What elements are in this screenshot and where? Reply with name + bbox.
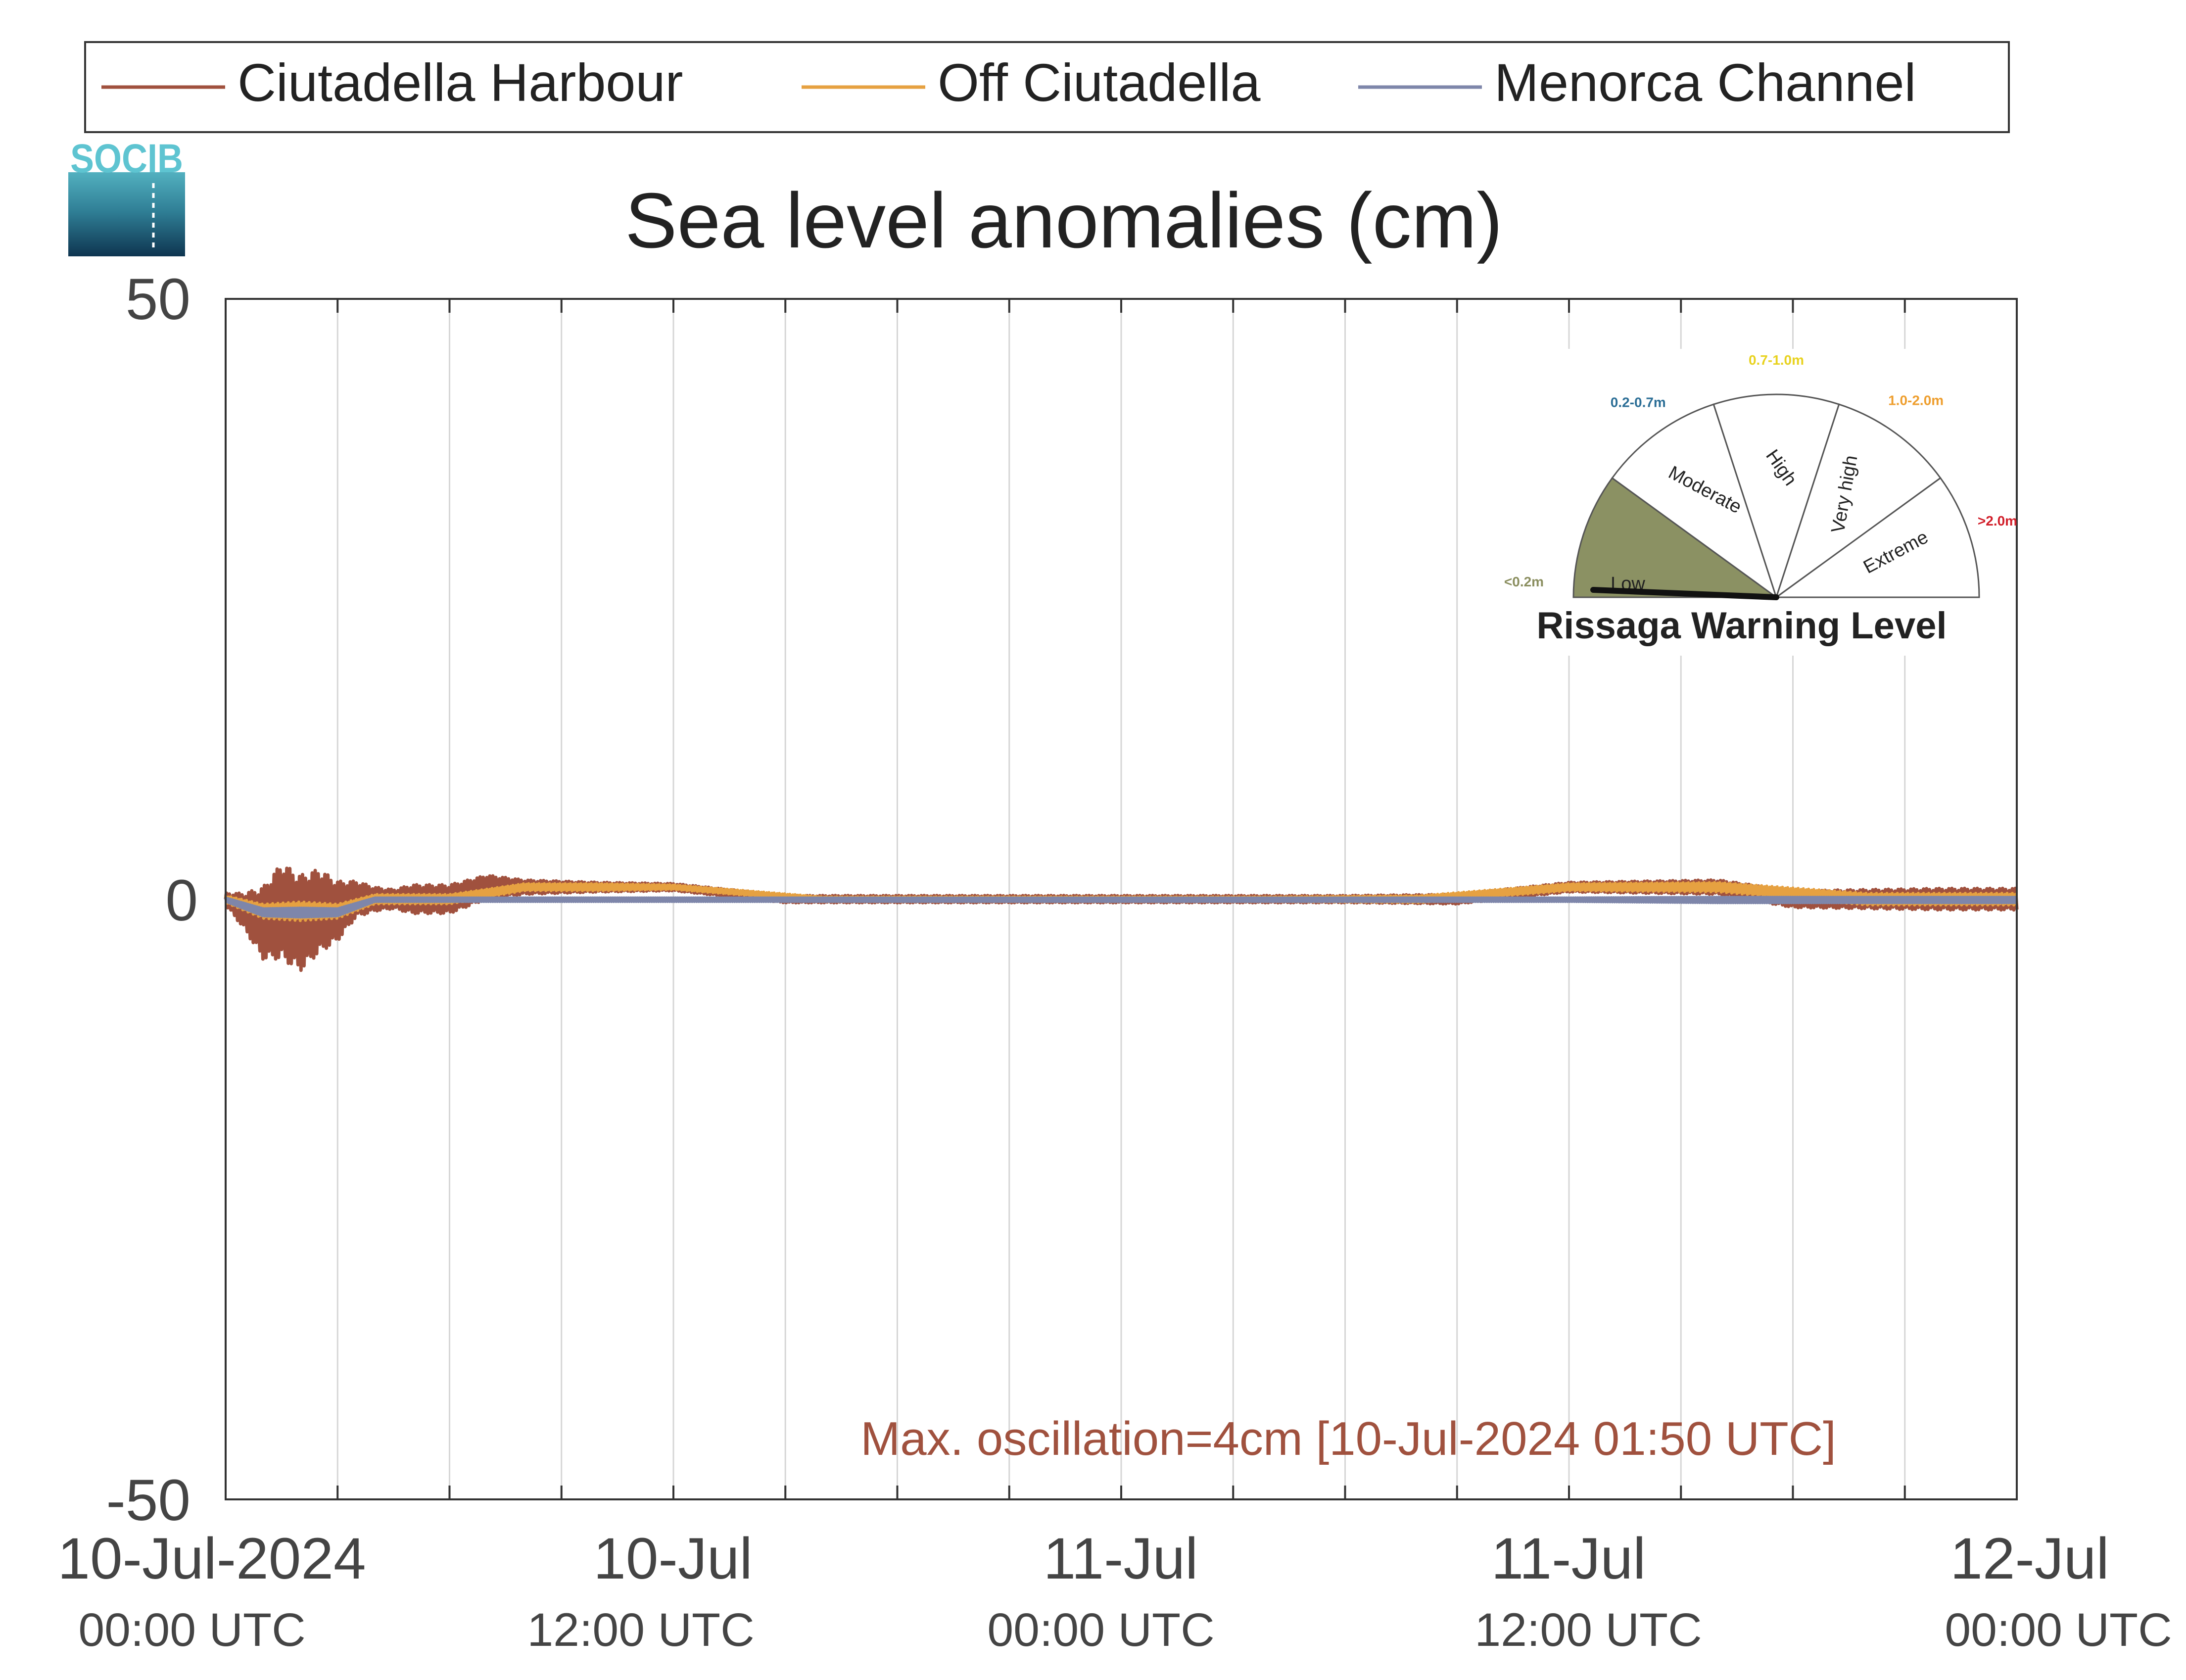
gauge-range-label: <0.2m [1504,574,1544,589]
gauge-range-label: 1.0-2.0m [1888,393,1944,408]
rissaga-warning-gauge: Low<0.2mModerate0.2-0.7mHigh0.7-1.0mVery… [1497,349,2017,656]
y-tick-label-50: 50 [126,267,190,332]
x-axis: 10-Jul-2024 00:00 UTC 10-Jul 12:00 UTC 1… [57,1526,2172,1656]
gauge-range-label: >2.0m [1978,513,2017,528]
gauge-title: Rissaga Warning Level [1536,605,1947,647]
legend: Ciutadella Harbour Off Ciutadella Menorc… [84,41,2010,133]
gauge-sector-very-high [1775,403,1942,599]
socib-logo: SOCIB [68,136,185,256]
y-tick-label-0: 0 [165,868,198,933]
x-tick-date-12: 10-Jul [593,1526,752,1591]
gauge-sector-high [1712,393,1840,600]
x-tick-date-24: 11-Jul [1044,1526,1198,1591]
gauge-sector-extreme [1774,477,1980,598]
legend-label-off-ciutadella: Off Ciutadella [938,52,1261,112]
x-tick-time-12: 12:00 UTC [527,1604,754,1656]
x-tick-time-0: 00:00 UTC [78,1604,305,1656]
x-tick-time-36: 12:00 UTC [1474,1604,1702,1656]
series-line-menorca-channel [224,896,2018,919]
gauge-sectors [1572,393,1980,600]
y-tick-label-minus-50: -50 [106,1468,190,1533]
max-oscillation-annotation: Max. oscillation=4cm [10-Jul-2024 01:50 … [860,1412,1836,1465]
socib-logo-text: SOCIB [70,136,183,181]
x-tick-date-48: 12-Jul [1950,1526,2109,1591]
gauge-sector-moderate [1611,403,1778,599]
y-axis: 50 0 -50 [106,267,198,1533]
gauge-range-label: 0.7-1.0m [1749,352,1804,368]
x-tick-date-36: 11-Jul [1491,1526,1646,1591]
series-layer [224,866,2019,972]
gauge-range-label: 0.2-0.7m [1611,395,1666,410]
legend-label-ciutadella-harbour: Ciutadella Harbour [238,52,683,112]
x-tick-time-24: 00:00 UTC [987,1604,1214,1656]
gauge-needle [1590,587,1779,600]
axis-ticks [226,298,2017,1500]
legend-label-menorca-channel: Menorca Channel [1494,52,1916,112]
chart-title: Sea level anomalies (cm) [625,177,1503,264]
x-tick-time-48: 00:00 UTC [1945,1604,2172,1656]
x-tick-date-0: 10-Jul-2024 [57,1526,366,1591]
gauge-sector-low [1572,477,1779,598]
